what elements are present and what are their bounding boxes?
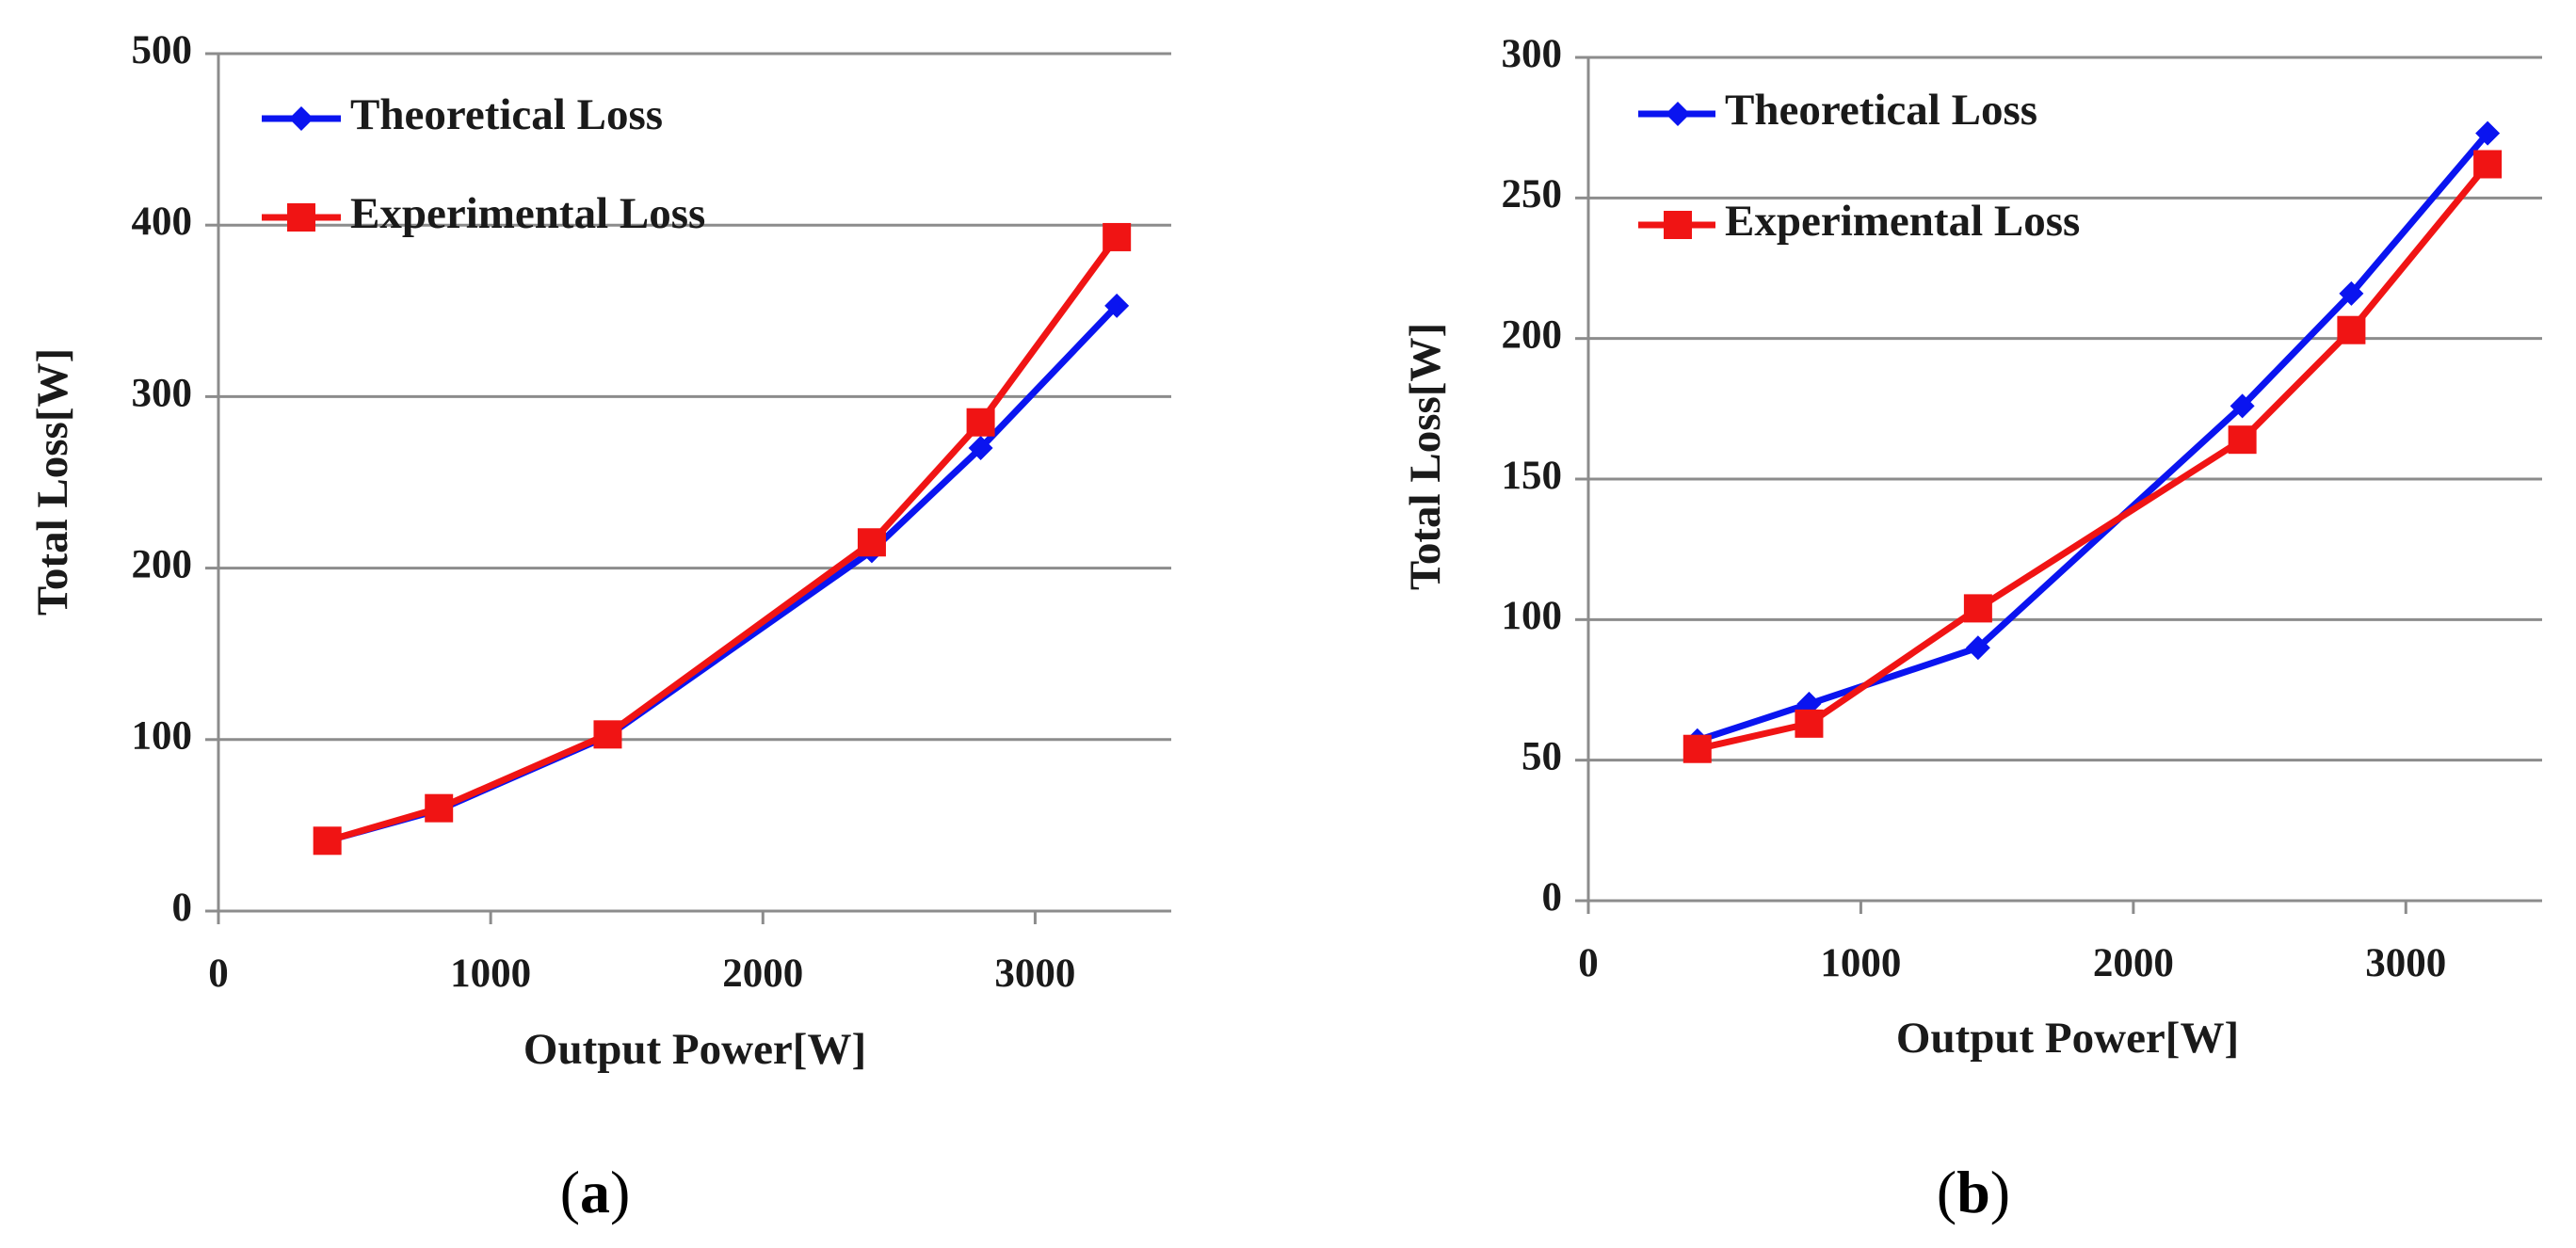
legend-marker-shape — [287, 203, 315, 232]
legend-marker-experimental — [1664, 211, 1692, 239]
data-point — [857, 528, 886, 557]
y-tick-labels: 0 50 100 150 200 250 300 — [1502, 32, 1563, 920]
data-point — [1103, 222, 1132, 251]
chart-panel-a: 0 100 200 300 400 500 0 1000 2000 3000 Theoretic… — [28, 28, 1171, 1225]
x-tick-label: 0 — [208, 952, 229, 996]
y-tick-label: 200 — [1502, 313, 1563, 358]
legend: Theoretical Loss Experimental Loss — [262, 90, 705, 238]
data-point — [1963, 594, 1992, 623]
series-group — [1682, 120, 2503, 763]
data-point — [1795, 709, 1824, 738]
y-tick-label: 250 — [1502, 172, 1563, 216]
y-tick-label: 300 — [132, 371, 193, 415]
data-point — [313, 826, 342, 856]
x-tick-label: 3000 — [2365, 941, 2446, 985]
series-line — [326, 303, 1119, 844]
x-tick-label: 0 — [1578, 941, 1599, 985]
legend-marker-theoretical — [1666, 102, 1690, 126]
panel-label-b: (b) — [1937, 1159, 2010, 1225]
data-point — [2337, 315, 2366, 344]
panel-letter: b — [1956, 1159, 1990, 1225]
axes — [205, 52, 1171, 924]
series-group — [313, 222, 1132, 856]
y-tick-label: 200 — [132, 542, 193, 586]
y-tick-label: 100 — [1502, 594, 1563, 638]
series-line — [326, 234, 1119, 844]
x-tick-labels: 0 1000 2000 3000 — [208, 952, 1075, 996]
series-experimental-loss — [1682, 150, 2503, 763]
y-tick-label: 0 — [1542, 875, 1563, 920]
data-point — [2473, 150, 2503, 179]
y-axis-title: Total Loss[W] — [1401, 323, 1450, 590]
x-tick-labels: 0 1000 2000 3000 — [1578, 941, 2446, 985]
legend-label-experimental: Experimental Loss — [350, 189, 705, 238]
legend-marker-shape — [1666, 102, 1690, 126]
y-tick-labels: 0 100 200 300 400 500 — [132, 28, 193, 930]
legend-label-theoretical: Theoretical Loss — [350, 90, 663, 139]
data-point — [1682, 734, 1712, 763]
legend-marker-theoretical — [289, 106, 314, 131]
series-experimental-loss — [313, 222, 1132, 856]
panel-label-a: (a) — [560, 1159, 631, 1225]
panel-letter: a — [580, 1159, 610, 1225]
y-tick-label: 500 — [132, 28, 193, 72]
x-tick-label: 2000 — [722, 952, 803, 996]
x-tick-label: 3000 — [994, 952, 1075, 996]
chart-panel-b: 0 50 100 150 200 250 300 0 1000 2000 3000 Theoret… — [1401, 32, 2542, 1225]
data-point — [966, 408, 995, 437]
y-tick-label: 100 — [132, 714, 193, 759]
data-point — [593, 720, 622, 749]
data-point — [425, 793, 454, 823]
grid-lines — [1588, 56, 2542, 762]
y-tick-label: 50 — [1521, 735, 1562, 779]
axes — [1575, 56, 2542, 914]
data-point — [1965, 635, 1990, 661]
legend-label-theoretical: Theoretical Loss — [1725, 86, 2037, 135]
x-tick-label: 1000 — [450, 952, 531, 996]
legend-label-experimental: Experimental Loss — [1725, 197, 2080, 246]
data-point — [2228, 425, 2257, 455]
data-point — [2339, 280, 2364, 306]
legend-marker-shape — [289, 106, 314, 131]
x-axis-title: Output Power[W] — [1896, 1014, 2239, 1063]
data-point — [968, 436, 993, 461]
series-theoretical-loss — [314, 293, 1130, 854]
legend-marker-experimental — [287, 203, 315, 232]
data-point — [2230, 393, 2255, 419]
data-point — [1104, 293, 1130, 318]
legend-marker-shape — [1664, 211, 1692, 239]
x-tick-label: 1000 — [1820, 941, 1901, 985]
y-tick-label: 300 — [1502, 32, 1563, 76]
grid-lines — [218, 52, 1171, 742]
legend: Theoretical Loss Experimental Loss — [1638, 86, 2080, 246]
x-axis-title: Output Power[W] — [523, 1025, 866, 1074]
x-tick-label: 2000 — [2093, 941, 2174, 985]
series-line — [1696, 162, 2490, 753]
data-point — [2475, 120, 2501, 146]
y-tick-label: 150 — [1502, 454, 1563, 498]
y-tick-label: 0 — [172, 886, 193, 930]
y-axis-title: Total Loss[W] — [28, 348, 77, 616]
y-tick-label: 400 — [132, 200, 193, 244]
